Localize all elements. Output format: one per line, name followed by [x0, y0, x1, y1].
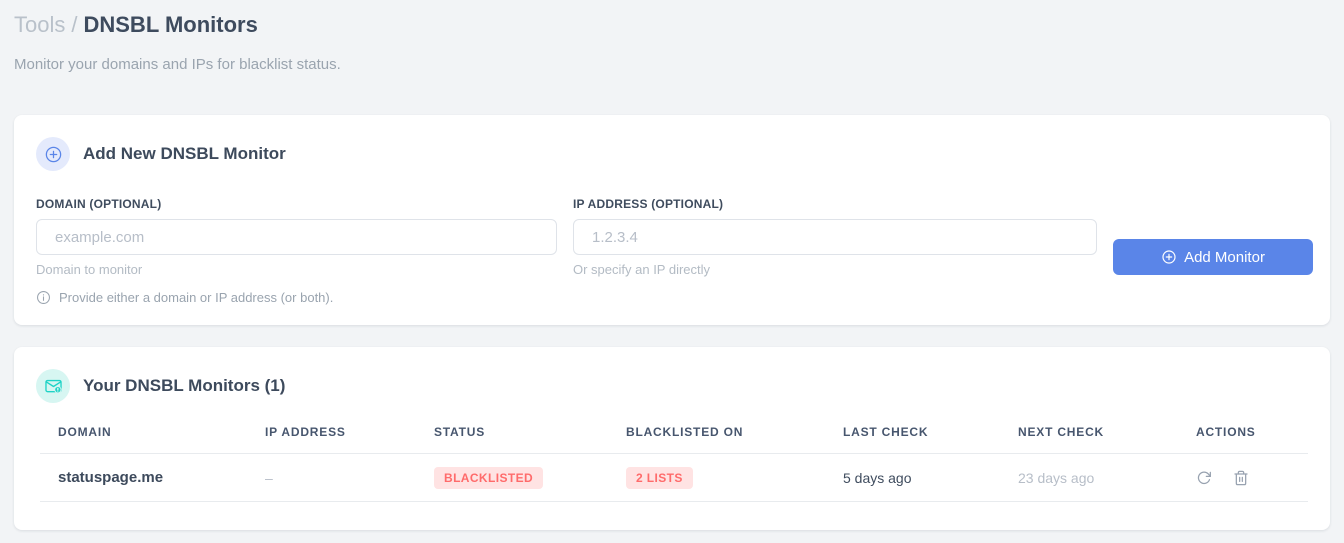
dnsbl-monitors-page: Tools / DNSBL Monitors Monitor your domain…	[14, 11, 1330, 530]
monitors-card: Your DNSBL Monitors (1) DOMAIN IP ADDRES…	[14, 347, 1330, 530]
column-header-actions: ACTIONS	[1178, 425, 1308, 454]
page-subtitle: Monitor your domains and IPs for blackli…	[14, 56, 341, 73]
breadcrumb: Tools / DNSBL Monitors	[14, 11, 1330, 38]
add-monitor-button[interactable]: Add Monitor	[1113, 239, 1313, 275]
domain-input[interactable]	[36, 219, 557, 255]
column-header-next-check: NEXT CHECK	[1000, 425, 1178, 454]
form-note-text: Provide either a domain or IP address (o…	[59, 290, 334, 305]
column-header-domain: DOMAIN	[40, 425, 247, 454]
trash-icon	[1234, 470, 1248, 486]
delete-button[interactable]	[1233, 470, 1249, 486]
domain-field-group: DOMAIN (OPTIONAL) Domain to monitor	[36, 197, 557, 277]
page-title: DNSBL Monitors	[83, 12, 258, 37]
add-monitor-button-label: Add Monitor	[1184, 248, 1265, 266]
breadcrumb-separator: /	[71, 12, 78, 37]
domain-label: DOMAIN (OPTIONAL)	[36, 197, 162, 211]
column-header-status: STATUS	[416, 425, 608, 454]
plus-circle-icon	[36, 137, 70, 171]
monitor-actions-cell	[1178, 453, 1308, 502]
monitors-table: DOMAIN IP ADDRESS STATUS BLACKLISTED ON …	[40, 425, 1308, 502]
mail-alert-icon	[36, 369, 70, 403]
ip-field-group: IP ADDRESS (OPTIONAL) Or specify an IP d…	[573, 197, 1097, 277]
monitors-card-title: Your DNSBL Monitors (1)	[83, 376, 286, 395]
refresh-button[interactable]	[1196, 470, 1212, 486]
status-badge: BLACKLISTED	[434, 466, 544, 489]
ip-address-hint: Or specify an IP directly	[573, 262, 711, 277]
column-header-ip-address: IP ADDRESS	[247, 425, 416, 454]
monitor-domain: statuspage.me	[40, 453, 247, 502]
breadcrumb-tools-link[interactable]: Tools	[14, 12, 66, 37]
blacklisted-on-badge[interactable]: 2 LISTS	[626, 466, 693, 489]
add-monitor-card-title: Add New DNSBL Monitor	[83, 144, 286, 163]
ip-address-input[interactable]	[573, 219, 1097, 255]
monitors-card-header: Your DNSBL Monitors (1)	[14, 369, 1330, 403]
table-header-row: DOMAIN IP ADDRESS STATUS BLACKLISTED ON …	[40, 425, 1308, 454]
add-monitor-card-header: Add New DNSBL Monitor	[36, 137, 1312, 171]
table-row: statuspage.me – BLACKLISTED 2 LISTS 5 da…	[40, 453, 1308, 502]
add-monitor-button-wrap: Add Monitor	[1113, 197, 1313, 277]
add-monitor-form: DOMAIN (OPTIONAL) Domain to monitor IP A…	[36, 197, 1313, 277]
monitor-next-check: 23 days ago	[1000, 453, 1178, 502]
form-note: Provide either a domain or IP address (o…	[36, 290, 1312, 305]
domain-hint: Domain to monitor	[36, 262, 143, 277]
refresh-icon	[1197, 471, 1211, 485]
monitor-status-cell: BLACKLISTED	[416, 453, 608, 502]
info-icon	[37, 291, 50, 304]
add-monitor-card: Add New DNSBL Monitor DOMAIN (OPTIONAL) …	[14, 115, 1330, 325]
ip-address-label: IP ADDRESS (OPTIONAL)	[573, 197, 724, 211]
column-header-blacklisted-on: BLACKLISTED ON	[608, 425, 825, 454]
column-header-last-check: LAST CHECK	[825, 425, 1000, 454]
monitor-blacklisted-on-cell: 2 LISTS	[608, 453, 825, 502]
monitor-last-check: 5 days ago	[825, 453, 1000, 502]
monitor-ip-address: –	[247, 453, 416, 502]
plus-circle-icon	[1162, 250, 1176, 264]
